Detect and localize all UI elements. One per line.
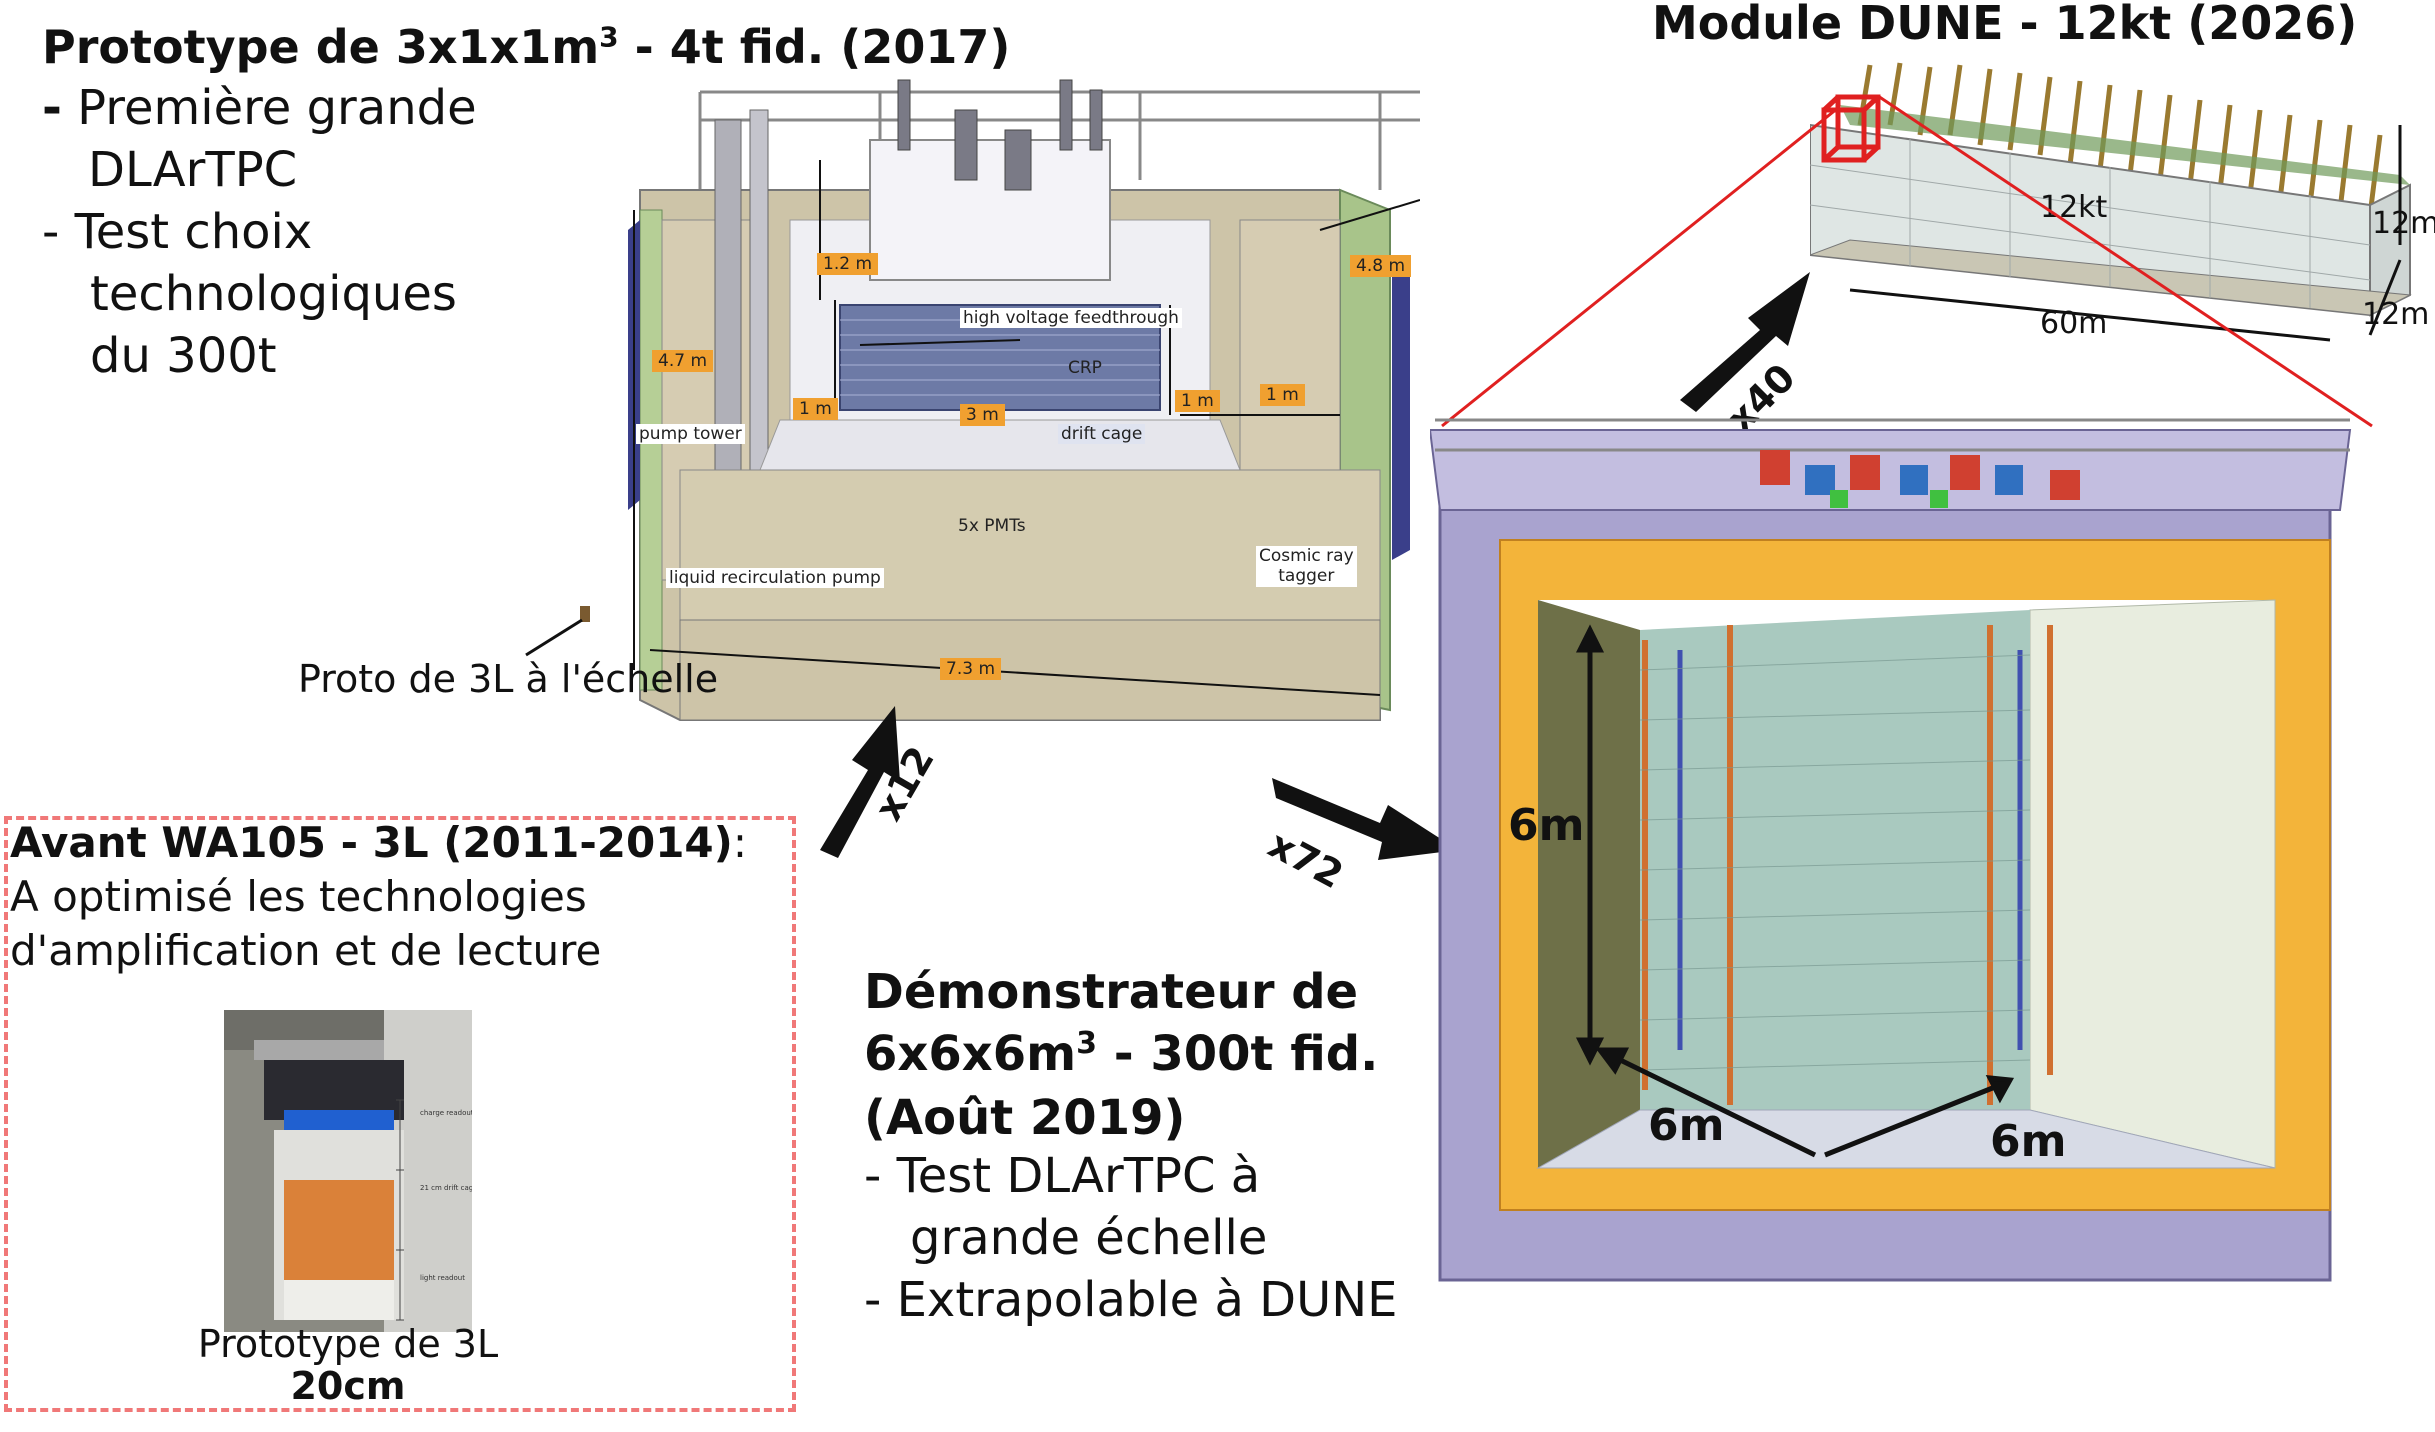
wa105-line-1: A optimisé les technologies	[10, 872, 587, 921]
demo-top-equipment	[1760, 450, 2080, 508]
proto-label-pump-tower: pump tower	[636, 424, 745, 444]
dune-height-label: 12m	[2372, 206, 2435, 241]
wa105-line-2: d'amplification et de lecture	[10, 926, 602, 975]
proto-line-3: - Test choix	[42, 204, 313, 260]
arrow-x72	[1272, 778, 1458, 860]
proto-label-7-3m: 7.3 m	[940, 658, 1001, 680]
dune-module-drawing	[1810, 62, 2412, 342]
demo-dim-vertical: 6m	[1508, 800, 1585, 851]
wa105-title: Avant WA105 - 3L (2011-2014):	[10, 818, 747, 867]
proto-3l-scale-mark	[580, 606, 590, 622]
proto-scale-leader	[525, 618, 583, 657]
proto-scale-caption: Proto de 3L à l'échelle	[298, 657, 719, 701]
dune-mass-label: 12kt	[2040, 190, 2108, 225]
demo-line-5: grande échelle	[910, 1210, 1268, 1266]
proto-title: Prototype de 3x1x1m3 - 4t fid. (2017)	[42, 20, 1010, 74]
dune-unit-cube	[1821, 94, 1881, 163]
proto-label-cosmic: Cosmic ray tagger	[1256, 546, 1357, 587]
wa105-title-text: Avant WA105 - 3L (2011-2014)	[10, 818, 733, 867]
demo-title-line2: 6x6x6m3 - 300t fid.	[864, 1026, 1378, 1082]
proto-label-3m: 3 m	[960, 404, 1005, 426]
proto-label-drift-cage: drift cage	[1058, 424, 1146, 444]
proto-title-main: Prototype de 3x1x1m	[42, 20, 600, 74]
dune-width-label: 12m	[2362, 297, 2430, 332]
demo-line-4: - Test DLArTPC à	[864, 1148, 1261, 1204]
demo-line-6: - Extrapolable à DUNE	[864, 1272, 1398, 1328]
demo-cutaway-drawing	[1430, 418, 2352, 1282]
proto-line-4: technologiques	[90, 266, 457, 322]
demo-title-line2-post: - 300t fid.	[1097, 1026, 1379, 1082]
wa105-title-colon: :	[732, 818, 747, 867]
proto-line-2: DLArTPC	[88, 142, 298, 198]
demo-title-line3: (Août 2019)	[864, 1090, 1186, 1146]
proto-label-1m-mid: 1 m	[1175, 390, 1220, 412]
proto-label-1m-left: 1 m	[793, 398, 838, 420]
proto-label-4-7m: 4.7 m	[652, 350, 713, 372]
photo-label-0: charge readout	[420, 1109, 472, 1117]
wa105-caption-2: 20cm	[290, 1364, 406, 1408]
proto-line-1-text: Première grande	[61, 80, 477, 136]
demo-title-line2-main: 6x6x6m	[864, 1026, 1077, 1082]
proto-cutaway-drawing	[628, 79, 1420, 721]
proto-line-1: - Première grande	[42, 80, 477, 138]
proto-title-year: - 4t fid. (2017)	[618, 20, 1011, 74]
arrow-x12	[820, 706, 900, 858]
proto-title-sup: 3	[599, 20, 619, 54]
proto-line-1-dash: -	[42, 80, 62, 136]
wa105-box	[4, 816, 796, 1412]
wa105-3l-photo: charge readout 21 cm drift cage light re…	[224, 1010, 472, 1332]
proto-label-recirc-pump: liquid recirculation pump	[666, 568, 884, 588]
proto-label-cosmic-line2: tagger	[1278, 566, 1335, 587]
photo-label-2: light readout	[420, 1274, 465, 1282]
demo-dim-left: 6m	[1648, 1100, 1725, 1151]
demo-dim-right: 6m	[1990, 1116, 2067, 1167]
proto-label-hv: high voltage feedthrough	[960, 308, 1182, 328]
proto-label-crp: CRP	[1068, 358, 1102, 378]
dune-title: Module DUNE - 12kt (2026)	[1652, 0, 2358, 50]
photo-label-1: 21 cm drift cage	[420, 1184, 472, 1192]
arrow-x40	[1680, 272, 1810, 412]
proto-label-1-2m: 1.2 m	[817, 253, 878, 275]
proto-label-pmts: 5x PMTs	[958, 516, 1026, 536]
wa105-caption-1: Prototype de 3L	[197, 1322, 499, 1366]
demo-title-line2-sup: 3	[1076, 1026, 1098, 1061]
demo-title-line1: Démonstrateur de	[864, 964, 1359, 1020]
dune-length-label: 60m	[2040, 306, 2108, 341]
proto-label-4-8m: 4.8 m	[1350, 255, 1411, 277]
proto-label-cosmic-line1: Cosmic ray	[1259, 546, 1354, 566]
demo-dimension-arrows	[1575, 624, 2015, 1158]
proto-line-5: du 300t	[90, 328, 277, 384]
proto-label-1m-right: 1 m	[1260, 384, 1305, 406]
